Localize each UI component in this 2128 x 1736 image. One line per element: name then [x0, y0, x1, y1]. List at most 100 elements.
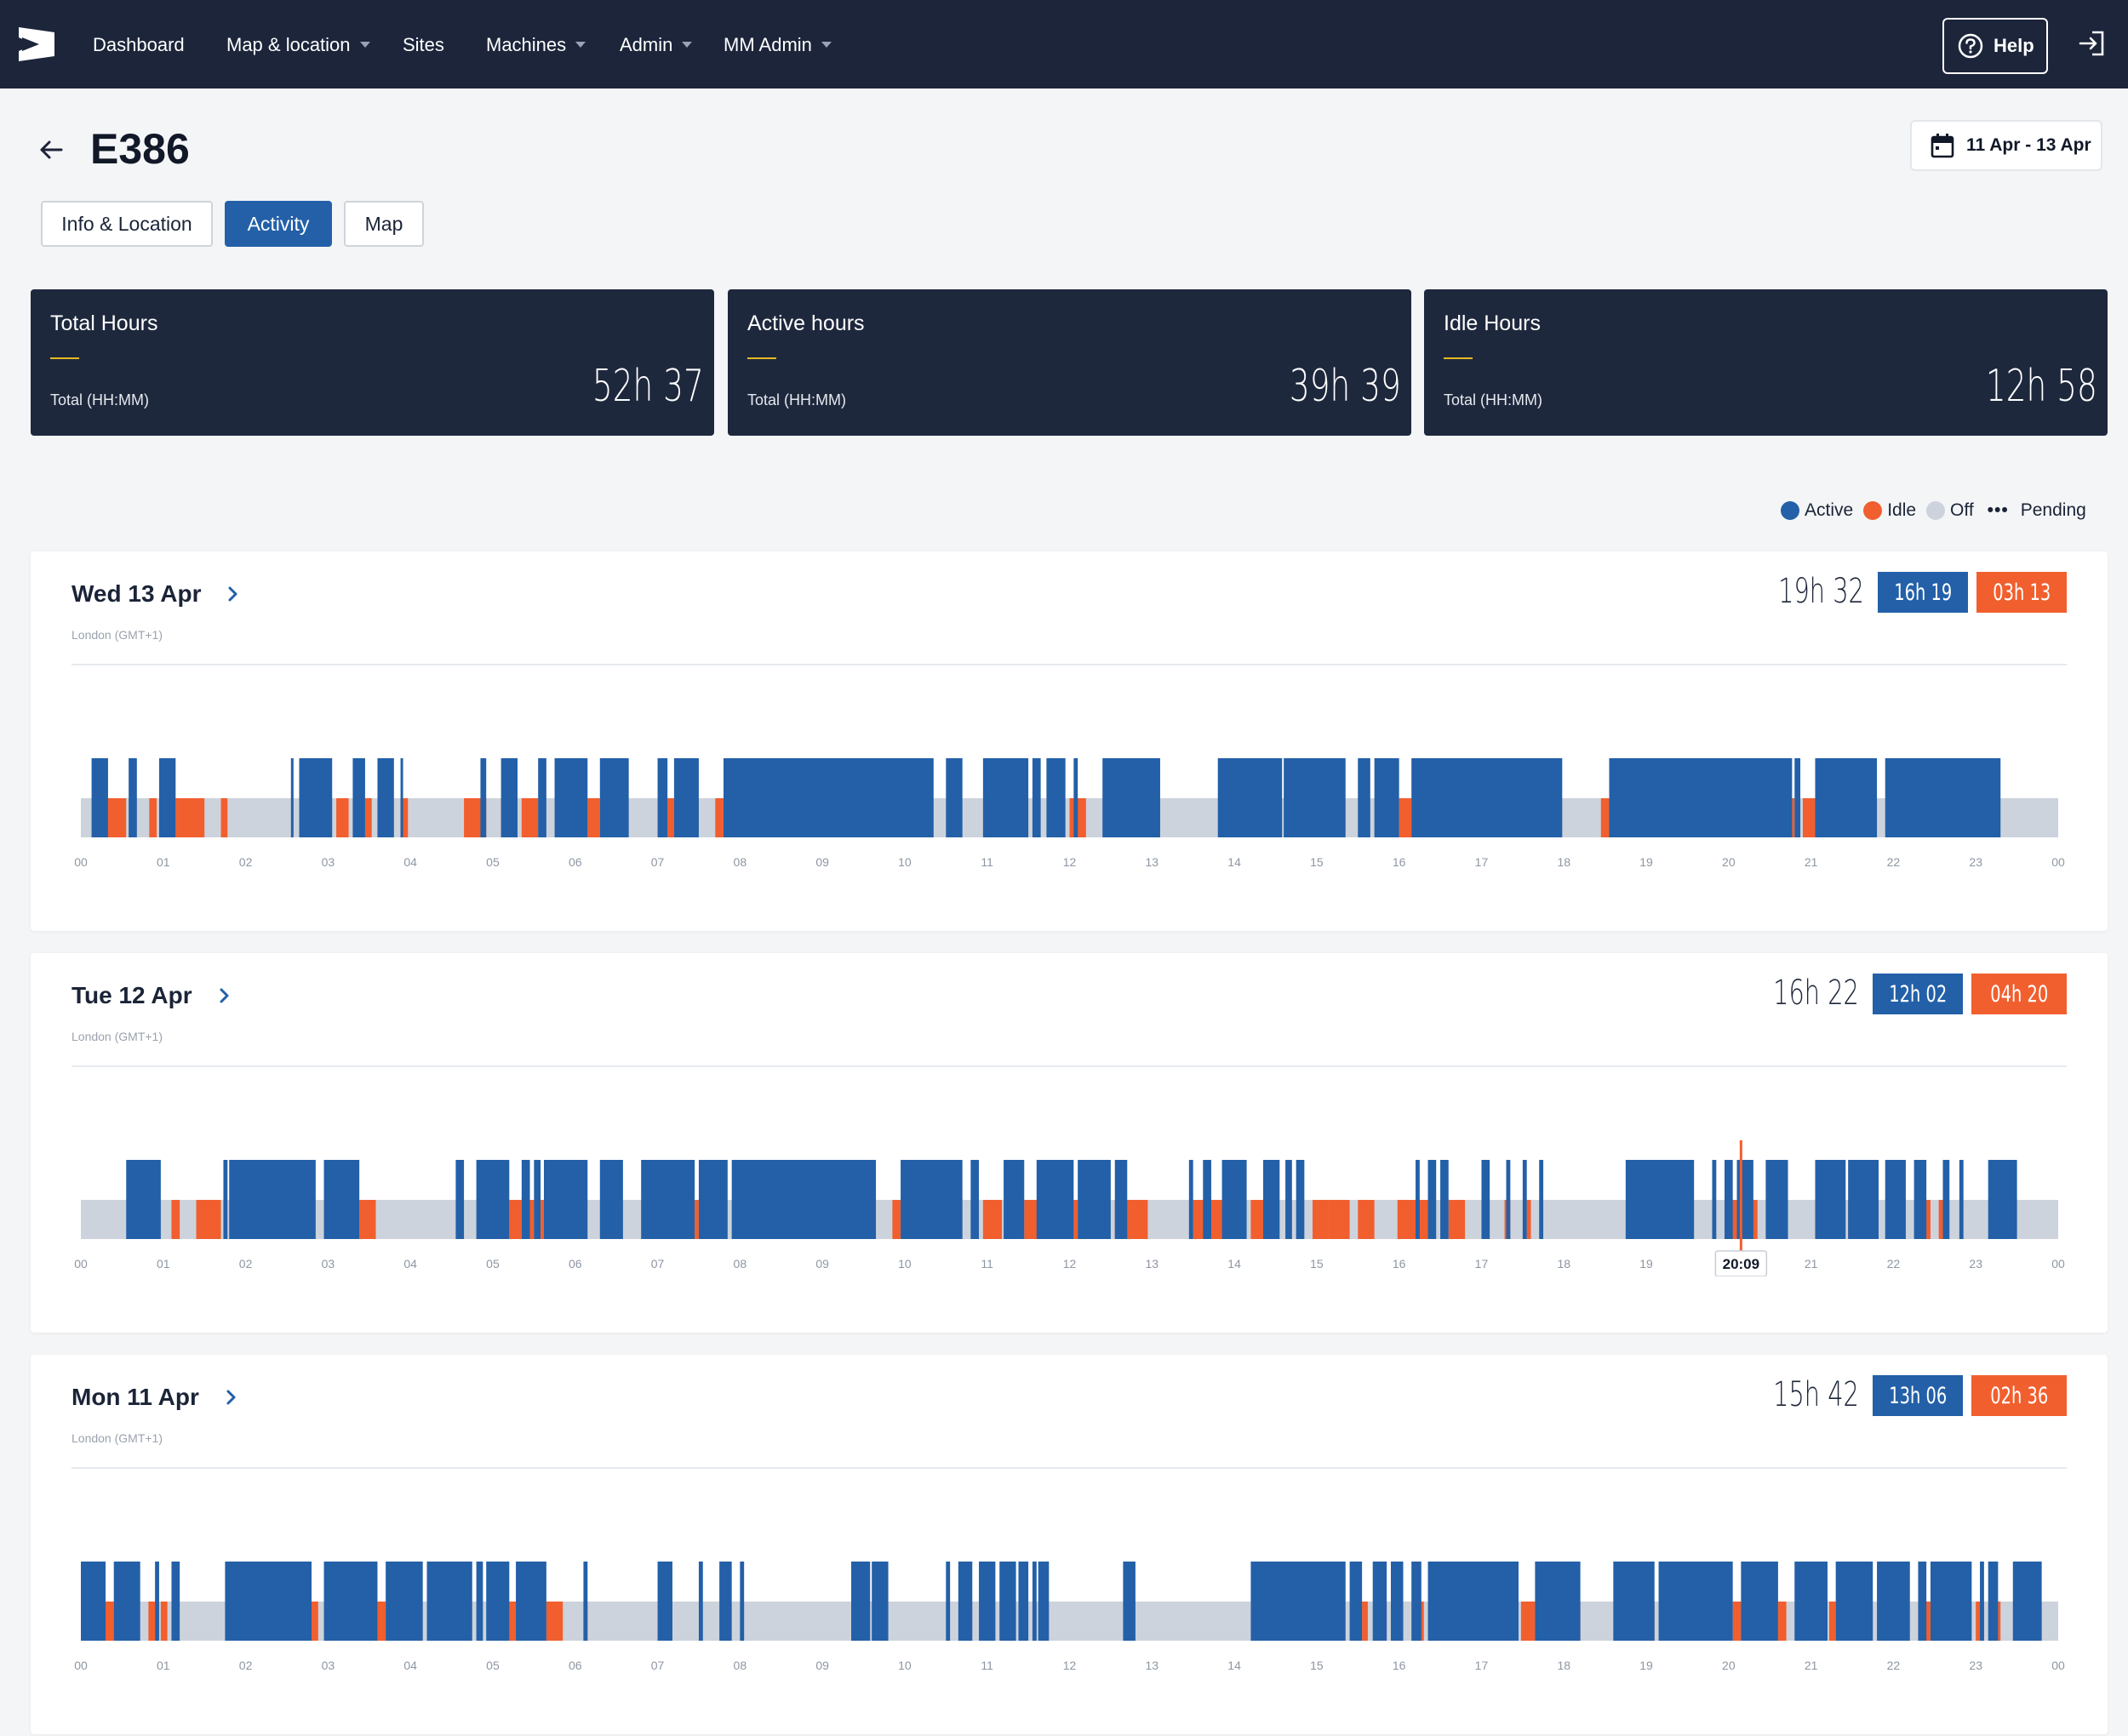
idle-segment[interactable] — [220, 798, 228, 837]
active-segment[interactable] — [400, 758, 403, 837]
active-segment[interactable] — [1506, 1160, 1511, 1239]
active-segment[interactable] — [583, 1562, 588, 1641]
active-segment[interactable] — [1741, 1562, 1778, 1641]
active-segment[interactable] — [1411, 1562, 1422, 1641]
idle-segment[interactable] — [1520, 1602, 1536, 1641]
idle-segment[interactable] — [1802, 798, 1816, 837]
active-segment[interactable] — [323, 1160, 360, 1239]
chevron-right-icon[interactable] — [218, 986, 232, 1005]
active-segment[interactable] — [1913, 1160, 1927, 1239]
active-segment[interactable] — [1794, 1562, 1828, 1641]
active-segment[interactable] — [1032, 1562, 1037, 1641]
active-segment[interactable] — [1032, 758, 1041, 837]
idle-segment[interactable] — [982, 1200, 1003, 1239]
active-segment[interactable] — [455, 1160, 465, 1239]
nav-item-admin[interactable]: Admin — [620, 34, 693, 56]
idle-segment[interactable] — [892, 1200, 901, 1239]
active-segment[interactable] — [476, 1562, 483, 1641]
idle-segment[interactable] — [1250, 1200, 1263, 1239]
active-segment[interactable] — [1736, 1160, 1753, 1239]
active-segment[interactable] — [113, 1562, 140, 1641]
idle-segment[interactable] — [509, 1200, 522, 1239]
idle-segment[interactable] — [1397, 1200, 1428, 1239]
active-segment[interactable] — [1018, 1562, 1029, 1641]
idle-segment[interactable] — [148, 1602, 156, 1641]
active-segment[interactable] — [1918, 1562, 1927, 1641]
active-segment[interactable] — [599, 758, 629, 837]
active-segment[interactable] — [486, 1562, 510, 1641]
nav-item-machines[interactable]: Machines — [486, 34, 586, 56]
active-segment[interactable] — [1980, 1562, 1984, 1641]
active-segment[interactable] — [1102, 758, 1160, 837]
active-segment[interactable] — [1815, 1160, 1840, 1239]
active-segment[interactable] — [1296, 1160, 1305, 1239]
active-segment[interactable] — [1203, 1160, 1211, 1239]
active-segment[interactable] — [1285, 1160, 1292, 1239]
active-segment[interactable] — [1613, 1562, 1655, 1641]
idle-segment[interactable] — [175, 798, 205, 837]
idle-segment[interactable] — [312, 1602, 318, 1641]
idle-segment[interactable] — [546, 1602, 563, 1641]
active-segment[interactable] — [290, 758, 294, 837]
active-segment[interactable] — [1930, 1562, 1972, 1641]
active-segment[interactable] — [126, 1160, 161, 1239]
idle-segment[interactable] — [106, 1602, 114, 1641]
active-segment[interactable] — [1004, 1160, 1025, 1239]
active-segment[interactable] — [1959, 1160, 1964, 1239]
active-segment[interactable] — [1609, 758, 1793, 837]
active-segment[interactable] — [1284, 758, 1346, 837]
idle-segment[interactable] — [667, 798, 674, 837]
active-segment[interactable] — [2012, 1562, 2042, 1641]
active-segment[interactable] — [1114, 1160, 1128, 1239]
active-segment[interactable] — [1885, 758, 2001, 837]
active-segment[interactable] — [1221, 1160, 1247, 1239]
idle-segment[interactable] — [364, 798, 372, 837]
tab-map[interactable]: Map — [344, 201, 424, 247]
active-segment[interactable] — [946, 1562, 951, 1641]
idle-segment[interactable] — [587, 798, 600, 837]
active-segment[interactable] — [1440, 1160, 1449, 1239]
active-segment[interactable] — [543, 1160, 588, 1239]
active-segment[interactable] — [1988, 1160, 2017, 1239]
idle-segment[interactable] — [107, 798, 127, 837]
active-segment[interactable] — [554, 758, 588, 837]
date-range-picker[interactable]: 11 Apr - 13 Apr — [1910, 120, 2102, 171]
active-segment[interactable] — [1036, 1160, 1074, 1239]
active-segment[interactable] — [740, 1562, 745, 1641]
idle-segment[interactable] — [1073, 1200, 1078, 1239]
logout-icon[interactable] — [2077, 29, 2106, 58]
active-segment[interactable] — [1885, 1160, 1906, 1239]
idle-segment[interactable] — [336, 798, 349, 837]
active-segment[interactable] — [1073, 758, 1078, 837]
active-segment[interactable] — [1374, 758, 1399, 837]
active-segment[interactable] — [851, 1562, 871, 1641]
active-segment[interactable] — [1411, 758, 1563, 837]
active-segment[interactable] — [1815, 758, 1878, 837]
nav-item-mm-admin[interactable]: MM Admin — [724, 34, 832, 56]
active-segment[interactable] — [426, 1562, 472, 1641]
active-segment[interactable] — [1839, 1160, 1846, 1239]
idle-segment[interactable] — [377, 1602, 386, 1641]
active-segment[interactable] — [1188, 1160, 1193, 1239]
active-segment[interactable] — [386, 1562, 423, 1641]
tab-info-location[interactable]: Info & Location — [41, 201, 213, 247]
active-segment[interactable] — [599, 1160, 623, 1239]
idle-segment[interactable] — [1024, 1200, 1041, 1239]
idle-segment[interactable] — [1362, 1602, 1368, 1641]
active-segment[interactable] — [81, 1562, 106, 1641]
help-button[interactable]: Help — [1942, 18, 2048, 74]
active-segment[interactable] — [91, 758, 108, 837]
brand-logo[interactable] — [19, 27, 54, 61]
active-segment[interactable] — [1250, 1562, 1346, 1641]
back-arrow-icon[interactable] — [37, 136, 65, 163]
idle-segment[interactable] — [1210, 1200, 1222, 1239]
active-segment[interactable] — [521, 1160, 530, 1239]
active-segment[interactable] — [1988, 1562, 1999, 1641]
active-segment[interactable] — [1123, 1562, 1136, 1641]
active-segment[interactable] — [1416, 1160, 1420, 1239]
active-segment[interactable] — [476, 1160, 510, 1239]
active-segment[interactable] — [323, 1562, 378, 1641]
idle-segment[interactable] — [695, 1200, 699, 1239]
active-segment[interactable] — [872, 1562, 889, 1641]
active-segment[interactable] — [158, 758, 176, 837]
